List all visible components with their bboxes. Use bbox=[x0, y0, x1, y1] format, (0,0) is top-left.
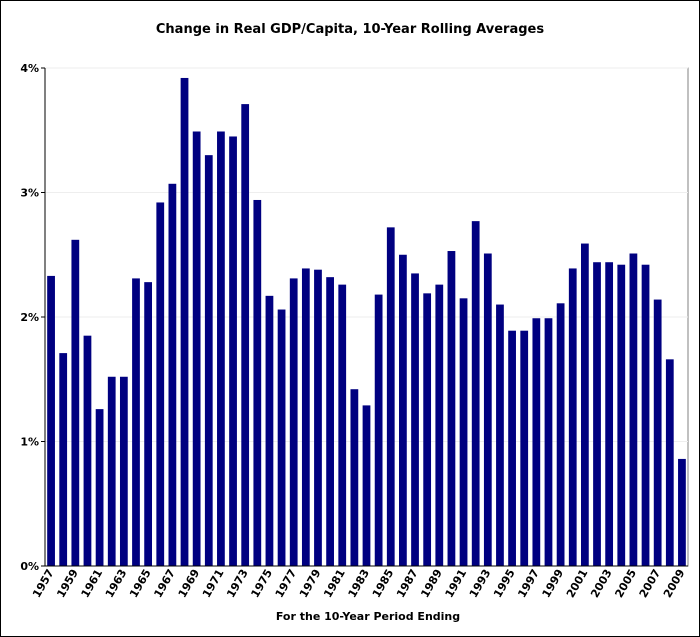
bar bbox=[483, 253, 492, 566]
bar bbox=[459, 298, 468, 566]
bar bbox=[204, 155, 213, 566]
bar bbox=[95, 409, 104, 566]
y-tick-label: 2% bbox=[20, 311, 39, 324]
bar bbox=[253, 199, 262, 566]
bar bbox=[399, 254, 407, 566]
bar bbox=[156, 202, 165, 566]
chart-title: Change in Real GDP/Capita, 10-Year Rolli… bbox=[156, 22, 544, 37]
bar bbox=[520, 330, 529, 566]
x-axis-title: For the 10-Year Period Ending bbox=[276, 610, 460, 623]
bar bbox=[71, 239, 80, 566]
bar bbox=[119, 376, 128, 566]
bar bbox=[411, 273, 419, 566]
bar bbox=[386, 227, 395, 567]
bar bbox=[605, 262, 614, 566]
bar bbox=[229, 136, 237, 566]
bar bbox=[217, 131, 225, 566]
bar bbox=[593, 262, 601, 566]
bar bbox=[301, 268, 310, 566]
bar bbox=[241, 104, 250, 566]
bar bbox=[338, 284, 347, 566]
y-tick-label: 4% bbox=[20, 62, 39, 75]
bar bbox=[544, 318, 553, 566]
bar bbox=[580, 243, 589, 567]
bar bbox=[568, 268, 577, 566]
bar bbox=[435, 284, 444, 566]
bar bbox=[59, 353, 68, 566]
bar bbox=[556, 303, 565, 566]
bar bbox=[314, 269, 322, 566]
bar bbox=[508, 330, 516, 566]
bar bbox=[362, 405, 371, 566]
bar bbox=[132, 278, 140, 566]
bar bbox=[471, 221, 480, 566]
y-tick-label: 1% bbox=[20, 436, 39, 449]
bar bbox=[629, 253, 638, 566]
bar bbox=[665, 359, 674, 566]
bar bbox=[144, 282, 153, 566]
bar bbox=[168, 183, 177, 566]
bar bbox=[265, 295, 274, 566]
bar bbox=[641, 264, 650, 566]
bar bbox=[277, 309, 286, 566]
bar bbox=[653, 299, 662, 566]
y-tick-label: 3% bbox=[20, 187, 39, 200]
bar bbox=[678, 458, 686, 566]
bar bbox=[617, 264, 626, 566]
bar bbox=[532, 318, 541, 566]
bar bbox=[107, 376, 116, 566]
y-tick-label: 0% bbox=[20, 560, 39, 573]
bar bbox=[289, 278, 298, 566]
bar bbox=[47, 275, 55, 566]
bar bbox=[447, 251, 456, 566]
bar bbox=[326, 277, 334, 566]
bar bbox=[180, 77, 189, 567]
bar bbox=[83, 335, 92, 566]
bar bbox=[192, 131, 201, 566]
bar bbox=[350, 389, 359, 566]
bar bbox=[374, 294, 383, 566]
bar bbox=[496, 304, 504, 566]
bar bbox=[423, 293, 432, 566]
